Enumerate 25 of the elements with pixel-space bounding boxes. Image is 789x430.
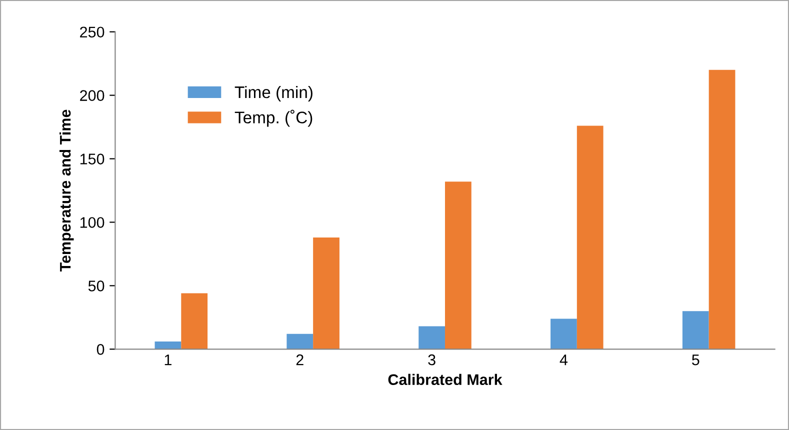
x-tick-label: 5 bbox=[692, 354, 700, 366]
y-tick-label: 0 bbox=[96, 344, 104, 355]
bar bbox=[286, 334, 314, 350]
y-tick-label: 250 bbox=[80, 26, 104, 38]
bar bbox=[418, 326, 445, 350]
y-axis-title: Temperature and Time bbox=[59, 110, 74, 272]
bar bbox=[444, 182, 472, 350]
y-tick-label: 50 bbox=[88, 280, 104, 292]
x-tick-label: 3 bbox=[428, 354, 436, 366]
x-tick-label: 1 bbox=[164, 354, 172, 366]
y-tick-label: 100 bbox=[80, 217, 104, 228]
bar bbox=[550, 318, 577, 350]
x-axis-title: Calibrated Mark bbox=[388, 374, 502, 386]
bar bbox=[313, 237, 340, 350]
bar bbox=[682, 311, 709, 350]
x-tick-label: 4 bbox=[560, 354, 568, 366]
bar bbox=[181, 293, 208, 350]
legend-label: Temp. (˚C) bbox=[234, 110, 312, 127]
bar bbox=[708, 70, 736, 350]
bar bbox=[154, 342, 182, 350]
bar bbox=[576, 126, 604, 350]
y-tick-label: 150 bbox=[80, 154, 104, 164]
legend-label: Time (min) bbox=[234, 86, 312, 102]
x-tick-label: 2 bbox=[296, 354, 304, 366]
y-tick-label: 200 bbox=[80, 90, 104, 101]
